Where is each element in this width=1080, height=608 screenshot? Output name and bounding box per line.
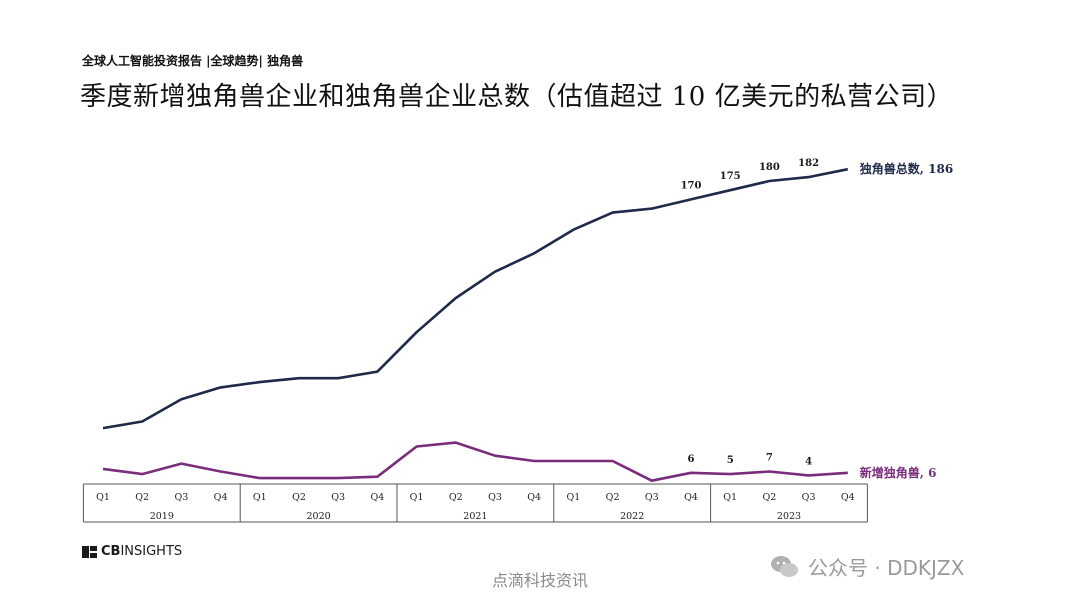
logo-text-prefix: CB xyxy=(101,544,121,559)
x-year-label: 2023 xyxy=(777,511,801,522)
x-tick-label: Q3 xyxy=(174,492,188,503)
x-year-label: 2021 xyxy=(463,511,487,522)
x-tick-label: Q4 xyxy=(684,492,698,503)
series-end-label: 独角兽总数, 186 xyxy=(859,161,953,176)
data-label: 175 xyxy=(720,171,741,182)
wechat-icon xyxy=(771,555,798,577)
x-tick-label: Q2 xyxy=(606,492,620,503)
page-title: 季度新增独角兽企业和独角兽企业总数（估值超过 10 亿美元的私营公司） xyxy=(80,82,954,112)
logo-text-suffix: INSIGHTS xyxy=(120,544,183,559)
x-tick-label: Q2 xyxy=(292,492,306,503)
x-tick-label: Q3 xyxy=(802,492,816,503)
x-tick-label: Q3 xyxy=(488,492,502,503)
footer-caption: 点滴科技资讯 xyxy=(491,571,588,590)
data-label: 5 xyxy=(727,455,734,466)
wechat-watermark: 公众号 · DDKJZX xyxy=(770,552,964,581)
x-tick-label: Q1 xyxy=(566,492,580,503)
x-tick-label: Q1 xyxy=(253,492,267,503)
x-tick-label: Q4 xyxy=(527,492,541,503)
cbinsights-logo: CBINSIGHTS xyxy=(82,544,182,559)
x-tick-label: Q4 xyxy=(370,492,384,503)
series-line-1 xyxy=(102,441,848,483)
data-label: 170 xyxy=(681,180,702,191)
x-tick-label: Q2 xyxy=(762,492,776,503)
series-end-label: 新增独角兽, 6 xyxy=(860,465,937,480)
x-year-label: 2020 xyxy=(307,511,331,522)
data-label: 182 xyxy=(798,158,819,169)
x-year-label: 2022 xyxy=(620,511,644,522)
data-label: 7 xyxy=(766,452,773,463)
data-label: 4 xyxy=(805,456,812,467)
watermark-text: 公众号 · DDKJZX xyxy=(808,556,965,580)
x-tick-label: Q4 xyxy=(841,492,855,503)
x-tick-label: Q1 xyxy=(723,492,737,503)
x-tick-label: Q4 xyxy=(214,492,228,503)
cbinsights-logo-icon xyxy=(82,545,98,558)
x-tick-label: Q3 xyxy=(645,492,659,503)
data-label: 6 xyxy=(688,454,695,465)
x-tick-label: Q2 xyxy=(135,492,149,503)
x-tick-label: Q1 xyxy=(410,492,424,503)
x-tick-label: Q3 xyxy=(331,492,345,503)
x-tick-label: Q2 xyxy=(449,492,463,503)
series-line-0 xyxy=(102,167,849,430)
x-year-label: 2019 xyxy=(150,511,174,522)
line-chart: 170 175 180 182 独角兽总数, 186 6 5 7 4 新增独角兽, 6 Q1 Q2 Q3… xyxy=(82,158,953,523)
subheader: 全球人工智能投资报告 |全球趋势| 独角兽 xyxy=(82,54,304,68)
data-label: 180 xyxy=(759,162,780,173)
x-tick-label: Q1 xyxy=(96,492,110,503)
